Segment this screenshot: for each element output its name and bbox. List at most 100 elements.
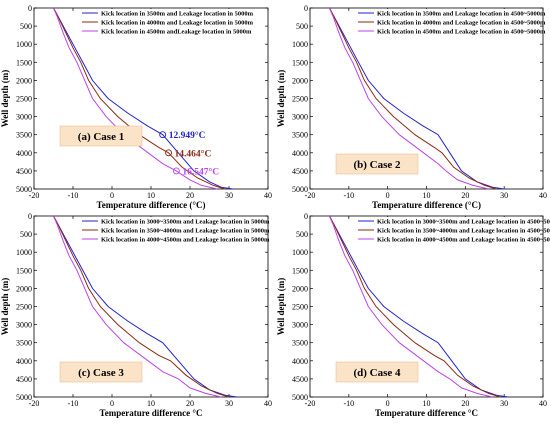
x-tick-label: 30 <box>500 191 508 200</box>
case-label: (d) Case 4 <box>353 367 401 379</box>
y-tick-label: 3500 <box>292 339 308 348</box>
y-tick-label: 2000 <box>16 76 32 85</box>
x-tick-label: 10 <box>423 191 431 200</box>
legend: Kick location in 3000~3500m and Leakage … <box>356 217 550 246</box>
series-line-1 <box>53 215 237 398</box>
x-tick-label: -10 <box>343 191 354 200</box>
x-tick-label: 20 <box>186 191 194 200</box>
y-tick-label: 5000 <box>16 393 32 402</box>
y-tick-label: 3000 <box>16 321 32 330</box>
y-tick-label: 0 <box>28 212 32 221</box>
x-tick-label: -10 <box>343 399 354 408</box>
x-tick-label: 40 <box>264 399 272 408</box>
case-label: (c) Case 3 <box>78 367 124 379</box>
y-tick-label: 2000 <box>292 284 308 293</box>
chart-panel-3: -20 -10 0 10 20 30 40 0 500 1000 1500 2000 2500 3000 3… <box>0 212 272 418</box>
y-tick-label: 1000 <box>292 40 308 49</box>
y-tick-label: 5000 <box>292 185 308 194</box>
x-tick-label: 10 <box>147 191 155 200</box>
y-tick-label: 2500 <box>16 95 32 104</box>
x-tick-label: 30 <box>225 191 233 200</box>
y-tick-label: 3000 <box>16 113 32 122</box>
series-line-2 <box>328 7 497 190</box>
y-tick-label: 4500 <box>16 375 32 384</box>
chart-panel-4: -20 -10 0 10 20 30 40 0 500 1000 1500 2000 2500 3000 3… <box>276 212 550 418</box>
x-axis-label: Temperature difference °C <box>100 408 203 418</box>
y-tick-label: 4500 <box>16 167 32 176</box>
legend: Kick location in 3500m and Leakage locat… <box>356 9 546 38</box>
series-line-3 <box>328 215 493 398</box>
case-label-box <box>59 361 143 383</box>
x-axis-label: Temperature difference (°C) <box>372 200 481 210</box>
x-tick-label: 0 <box>110 191 114 200</box>
case-label-box <box>335 153 419 175</box>
x-axis-label: Temperature difference (°C) <box>97 200 206 210</box>
x-tick-label: -20 <box>305 191 316 200</box>
legend-entry: Kick location in 3500m and Leakage locat… <box>377 10 546 17</box>
y-tick-label: 3500 <box>16 131 32 140</box>
y-tick-label: 2000 <box>16 284 32 293</box>
x-tick-label: -20 <box>29 191 40 200</box>
case-label: (a) Case 1 <box>78 131 124 143</box>
legend-entry: Kick location in 3500~4000m and Leakage … <box>377 227 550 234</box>
y-tick-label: 1000 <box>16 248 32 257</box>
y-tick-label: 500 <box>296 22 308 31</box>
annotation-marker <box>165 149 173 157</box>
y-tick-label: 4000 <box>16 149 32 158</box>
y-tick-label: 0 <box>28 4 32 13</box>
series-line-3 <box>53 7 218 190</box>
x-tick-label: 0 <box>386 191 390 200</box>
legend-entry: Kick location in 3000~3500m and Leakage … <box>377 218 550 225</box>
annotation-label: 14.464°C <box>175 148 212 159</box>
y-tick-label: 1500 <box>292 266 308 275</box>
legend-entry: Kick location in 3500m and Leakage locat… <box>101 10 254 17</box>
series-line-3 <box>53 215 222 398</box>
legend-entry: Kick location in 3000~3500m and Leakage … <box>101 218 270 225</box>
legend-entry: Kick location in 4000m and Leakage locat… <box>101 19 254 26</box>
y-tick-label: 0 <box>304 212 308 221</box>
y-tick-label: 2500 <box>16 303 32 312</box>
y-tick-label: 4000 <box>292 357 308 366</box>
y-tick-label: 1000 <box>16 40 32 49</box>
chart-panel-1: -20 -10 0 10 20 30 40 0 500 1000 1500 2000 2500 3000 3… <box>0 4 272 210</box>
y-tick-label: 4000 <box>16 357 32 366</box>
x-axis-label: Temperature difference °C <box>375 408 478 418</box>
x-tick-label: -10 <box>68 191 79 200</box>
x-tick-label: 20 <box>186 399 194 408</box>
x-tick-label: 10 <box>423 399 431 408</box>
legend-entry: Kick location in 4000~4500m and Leakage … <box>377 236 550 243</box>
legend: Kick location in 3000~3500m and Leakage … <box>80 217 270 246</box>
annotation-marker <box>159 131 167 139</box>
x-tick-label: 0 <box>110 399 114 408</box>
annotation-label: 12.949°C <box>169 130 206 141</box>
y-tick-label: 500 <box>296 230 308 239</box>
x-tick-label: -20 <box>29 399 40 408</box>
series-line-2 <box>328 215 501 398</box>
legend-entry: Kick location in 4500m and Leakage locat… <box>377 28 546 35</box>
annotation-marker <box>172 167 180 175</box>
series-line-1 <box>328 7 505 190</box>
x-tick-label: 40 <box>539 191 547 200</box>
chart-panel-2: -20 -10 0 10 20 30 40 0 500 1000 1500 2000 2500 3000 3… <box>276 4 547 210</box>
y-tick-label: 4500 <box>292 167 308 176</box>
y-tick-label: 1500 <box>16 266 32 275</box>
series-line-3 <box>328 7 489 190</box>
y-axis-label: Well depth (m) <box>0 278 10 336</box>
legend-entry: Kick location in 4000~4500m and Leakage … <box>101 236 270 243</box>
series-line-2 <box>53 215 230 398</box>
series-line-2 <box>53 7 226 190</box>
x-tick-label: 20 <box>461 191 469 200</box>
y-axis-label: Well depth (m) <box>276 70 286 128</box>
y-tick-label: 2500 <box>292 95 308 104</box>
annotation-label: 16.547°C <box>182 166 219 177</box>
y-tick-label: 3500 <box>292 131 308 140</box>
case-label: (b) Case 2 <box>353 159 401 171</box>
legend-box <box>356 9 539 38</box>
y-tick-label: 3000 <box>292 113 308 122</box>
legend-entry: Kick location in 4000m and Leakage locat… <box>377 19 546 26</box>
x-tick-label: 40 <box>264 191 272 200</box>
y-tick-label: 0 <box>304 4 308 13</box>
y-tick-label: 500 <box>20 22 32 31</box>
y-tick-label: 1500 <box>16 58 32 67</box>
